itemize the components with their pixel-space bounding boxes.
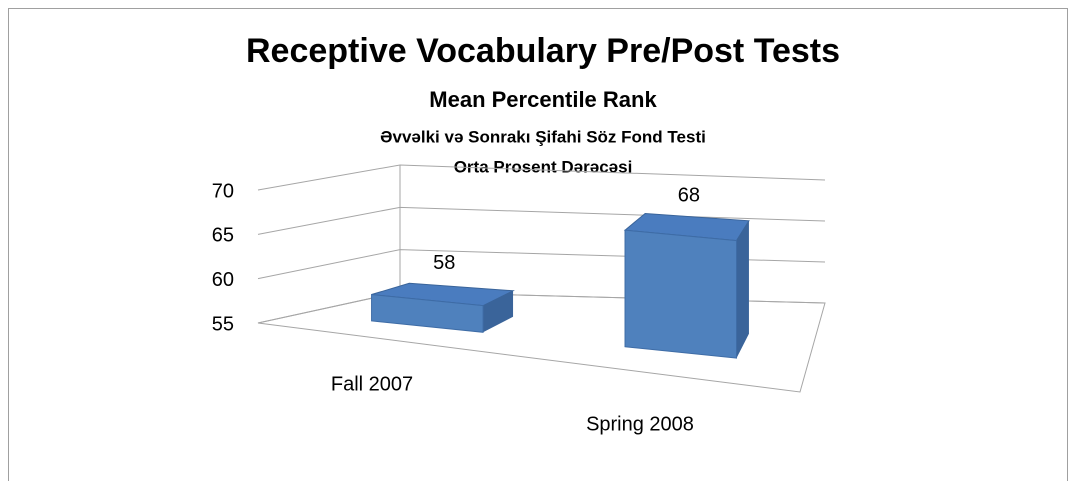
bar-front <box>624 229 738 359</box>
y-tick-label: 65 <box>212 225 234 247</box>
chart-border <box>8 8 1068 481</box>
chart-subtitle: Orta Prosent Dərəcəsi <box>454 157 633 176</box>
y-tick-label: 70 <box>212 180 234 202</box>
data-label: 68 <box>678 185 700 207</box>
data-label: 58 <box>433 252 455 274</box>
x-tick-label: Fall 2007 <box>331 373 413 395</box>
chart-subtitle: Mean Percentile Rank <box>429 87 657 112</box>
x-tick-label: Spring 2008 <box>586 413 694 435</box>
bar-side <box>483 290 514 333</box>
bar-side <box>736 220 749 359</box>
bar-front <box>371 293 484 333</box>
y-tick-label: 60 <box>212 269 234 291</box>
y-tick-label: 55 <box>212 313 234 335</box>
chart-subtitle: Əvvəlki və Sonrakı Şifahi Söz Fond Testi <box>380 127 706 146</box>
chart-title: Receptive Vocabulary Pre/Post Tests <box>246 32 840 70</box>
